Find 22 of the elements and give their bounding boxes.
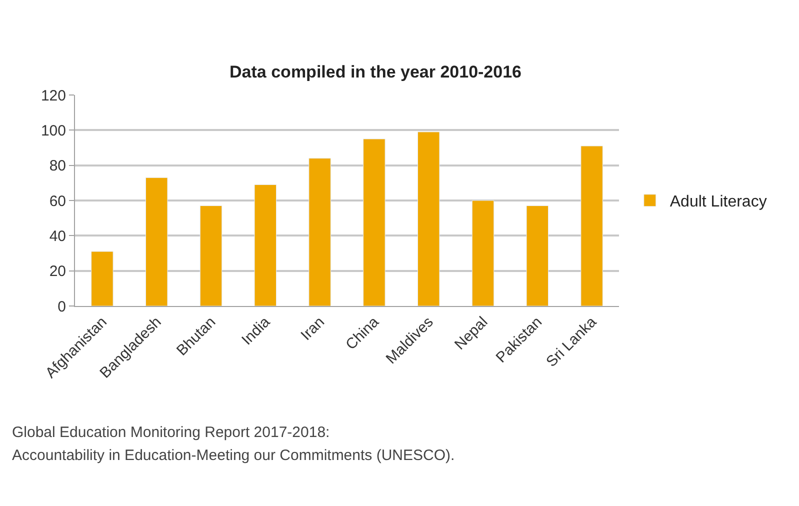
y-tick-label: 120 bbox=[40, 87, 66, 104]
bar bbox=[363, 138, 386, 306]
y-tick-label: 60 bbox=[49, 192, 66, 210]
y-tick-label: 100 bbox=[40, 122, 66, 140]
bar bbox=[308, 158, 331, 306]
chart-title: Data compiled in the year 2010-2016 bbox=[230, 62, 522, 82]
bar bbox=[417, 132, 440, 306]
bar bbox=[200, 206, 222, 306]
x-tick-label: Iran bbox=[298, 314, 328, 344]
bar bbox=[526, 206, 549, 306]
bar bbox=[145, 177, 168, 306]
bar bbox=[580, 146, 603, 306]
y-tick-label: 80 bbox=[49, 158, 66, 175]
bar bbox=[91, 251, 114, 306]
legend-label: Adult Literacy bbox=[670, 194, 767, 211]
bar bbox=[254, 184, 277, 306]
y-tick-label: 0 bbox=[58, 298, 66, 316]
text: Global Education Monitoring Report 2017-2018: bbox=[12, 424, 330, 441]
y-tick-label: 40 bbox=[49, 228, 66, 245]
y-tick-label: 20 bbox=[49, 263, 66, 280]
bar bbox=[472, 200, 494, 306]
text: Accountability in Education-Meeting our Commitments (UNESCO). bbox=[12, 447, 455, 464]
